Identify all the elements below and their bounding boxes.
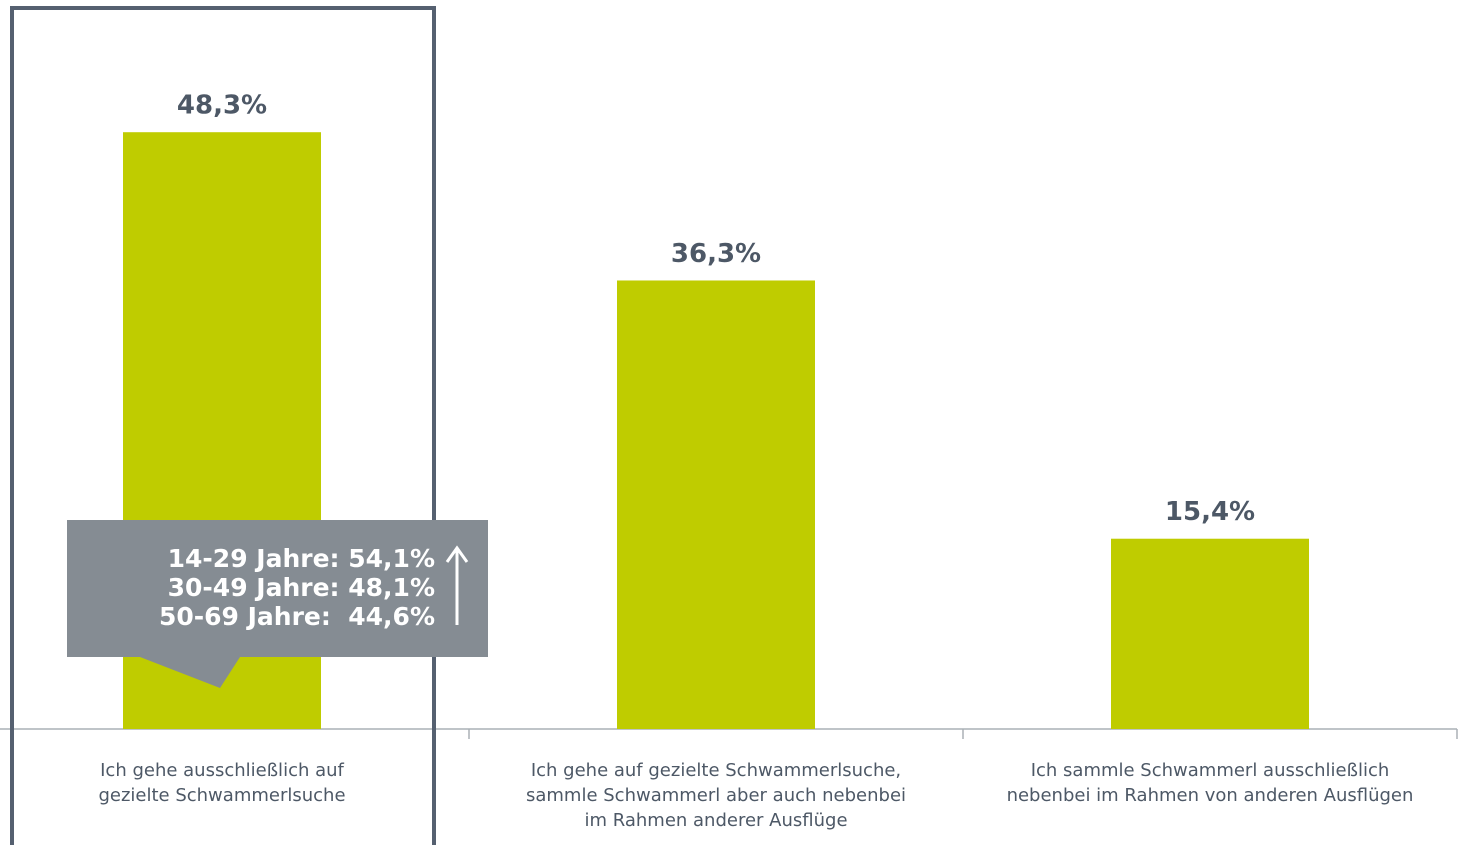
callout [67, 520, 488, 688]
x-tick-label: Ich gehe ausschließlich auf [100, 760, 344, 781]
annotation: 14-29 Jahre: 54,1% [168, 544, 435, 573]
arrow-head [445, 545, 469, 563]
x-tick-label: Ich sammle Schwammerl ausschließlich [1031, 760, 1390, 781]
value-label: 15,4% [1165, 497, 1255, 527]
bar [617, 280, 815, 729]
highlight-frame [10, 6, 436, 845]
value-label: 36,3% [671, 239, 761, 269]
annotation: 30-49 Jahre: 48,1% [168, 573, 435, 602]
annotation: 50-69 Jahre: 44,6% [159, 602, 435, 631]
x-tick-label: im Rahmen anderer Ausflüge [584, 810, 847, 831]
bar [1111, 538, 1309, 729]
value-label: 48,3% [177, 91, 267, 121]
x-tick-label: nebenbei im Rahmen von anderen Ausflügen [1007, 785, 1414, 806]
x-tick-label: Ich gehe auf gezielte Schwammerlsuche, [531, 760, 901, 781]
x-tick-label: gezielte Schwammerlsuche [98, 785, 345, 806]
x-tick-label: sammle Schwammerl aber auch nebenbei [526, 785, 906, 806]
